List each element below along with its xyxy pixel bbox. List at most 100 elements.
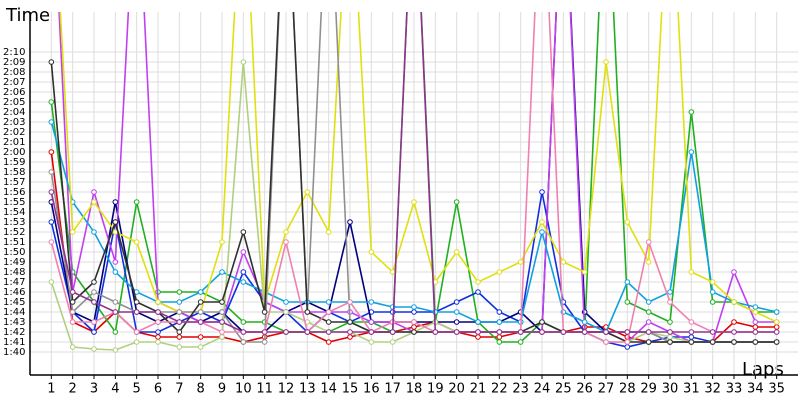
point — [112, 347, 119, 353]
point — [219, 334, 225, 340]
point — [69, 344, 76, 350]
point — [773, 319, 780, 325]
point — [645, 339, 652, 345]
y-tick-label: 1:48 — [3, 267, 25, 278]
point — [91, 189, 97, 195]
point — [731, 329, 737, 335]
series-line — [50, 12, 777, 333]
point — [624, 299, 631, 305]
point — [453, 319, 460, 325]
point — [69, 229, 76, 235]
point — [91, 346, 97, 352]
y-tick-label: 1:49 — [3, 257, 25, 268]
point — [155, 329, 161, 335]
point — [453, 249, 460, 255]
x-tick-label: 1 — [47, 382, 55, 397]
point — [48, 279, 55, 285]
point — [283, 299, 289, 305]
point — [389, 269, 396, 275]
point — [773, 324, 780, 330]
point — [709, 279, 716, 285]
x-tick-label: 7 — [175, 382, 183, 397]
point — [624, 339, 631, 345]
point — [645, 299, 652, 305]
point — [219, 329, 225, 335]
point — [581, 269, 588, 275]
point — [325, 329, 332, 335]
y-tick-label: 1:51 — [3, 237, 25, 248]
x-tick-label: 30 — [662, 382, 679, 397]
point — [411, 324, 417, 330]
point — [688, 329, 695, 335]
point — [688, 319, 695, 325]
point — [688, 109, 695, 115]
point — [197, 319, 204, 325]
point — [368, 339, 375, 345]
point — [389, 329, 396, 335]
point — [475, 279, 481, 285]
point — [325, 309, 332, 315]
x-tick-label: 20 — [448, 382, 465, 397]
point — [197, 334, 204, 340]
point — [496, 334, 503, 340]
point — [496, 339, 503, 345]
point — [91, 319, 97, 325]
point — [667, 329, 673, 335]
y-tick-label: 1:59 — [3, 157, 25, 168]
point — [347, 299, 353, 305]
point — [645, 309, 652, 315]
y-tick-label: 1:52 — [3, 227, 25, 238]
point — [645, 319, 652, 325]
point — [688, 149, 695, 155]
point — [133, 239, 140, 245]
point — [752, 329, 759, 335]
point — [91, 299, 97, 305]
point — [411, 309, 417, 315]
point — [176, 334, 183, 340]
point — [752, 339, 759, 345]
point — [624, 344, 631, 350]
point — [112, 199, 119, 205]
y-tick-label: 2:06 — [3, 87, 25, 98]
point — [453, 199, 460, 205]
point — [368, 299, 375, 305]
point — [624, 279, 631, 285]
y-tick-label: 1:53 — [3, 217, 25, 228]
point — [261, 339, 268, 345]
y-tick-label: 2:07 — [3, 77, 25, 88]
point — [475, 334, 481, 340]
point — [112, 299, 119, 305]
x-tick-label: 35 — [768, 382, 785, 397]
point — [304, 189, 311, 195]
y-tick-label: 1:40 — [3, 347, 25, 358]
point — [773, 339, 780, 345]
point — [240, 229, 247, 235]
y-tick-label: 2:02 — [3, 127, 25, 138]
x-tick-label: 31 — [683, 382, 700, 397]
point — [91, 229, 97, 235]
point — [667, 319, 673, 325]
point — [197, 289, 204, 295]
point — [496, 309, 503, 315]
x-tick-label: 2 — [69, 382, 77, 397]
point — [389, 339, 396, 345]
point — [667, 334, 673, 340]
y-tick-label: 1:54 — [3, 207, 25, 218]
point — [752, 309, 759, 315]
x-axis-label: Laps — [742, 359, 784, 380]
point — [219, 269, 225, 275]
point — [155, 334, 161, 340]
point — [240, 249, 247, 255]
point — [133, 199, 140, 205]
y-tick-label: 1:46 — [3, 287, 25, 298]
x-tick-label: 26 — [576, 382, 593, 397]
point — [325, 339, 332, 345]
point — [624, 219, 631, 225]
point — [48, 149, 55, 155]
point — [48, 99, 55, 105]
point — [240, 319, 247, 325]
point — [112, 269, 119, 275]
point — [667, 299, 673, 305]
y-tick-label: 1:41 — [3, 337, 25, 348]
x-tick-label: 27 — [598, 382, 615, 397]
